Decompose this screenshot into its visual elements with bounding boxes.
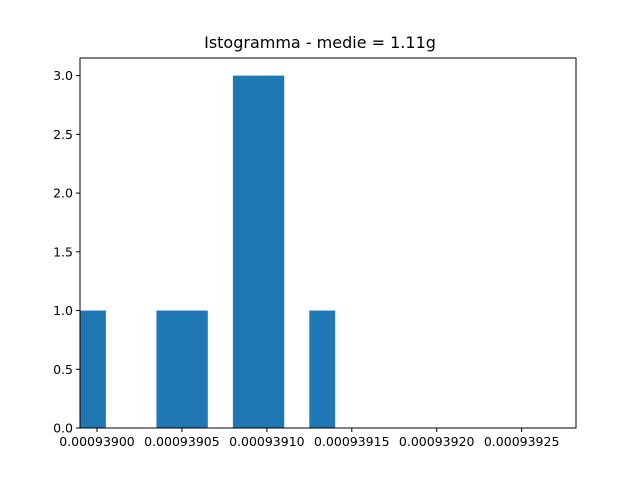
histogram-bar	[258, 75, 285, 428]
x-axis-ticks: 0.00093900 0.00093905 0.00093910 0.00093915…	[59, 428, 559, 449]
y-tick-label: 2.0	[53, 186, 73, 201]
y-tick-label: 2.5	[53, 127, 73, 142]
y-tick-label: 0.0	[53, 421, 73, 436]
y-tick-label: 3.0	[53, 68, 73, 83]
histogram-bar	[80, 310, 106, 428]
histogram-bar	[309, 310, 336, 428]
x-tick-label: 0.00093925	[484, 434, 560, 449]
axes-frame	[79, 57, 577, 429]
histogram-bar	[232, 75, 259, 428]
bars-layer	[80, 75, 336, 428]
y-axis-ticks: 0.0 0.5 1.0 1.5 2.0 2.5 3.0	[53, 68, 80, 436]
histogram-bar	[181, 310, 208, 428]
y-tick-label: 0.5	[53, 362, 73, 377]
x-tick-label: 0.00093915	[314, 434, 390, 449]
y-tick-label: 1.0	[53, 303, 73, 318]
histogram-bar	[156, 310, 183, 428]
x-tick-label: 0.00093910	[229, 434, 305, 449]
y-tick-label: 1.5	[53, 244, 73, 259]
x-tick-label: 0.00093920	[399, 434, 475, 449]
x-tick-label: 0.00093900	[59, 434, 135, 449]
x-tick-label: 0.00093905	[144, 434, 220, 449]
chart-title: Istogramma - medie = 1.11g	[204, 33, 436, 52]
